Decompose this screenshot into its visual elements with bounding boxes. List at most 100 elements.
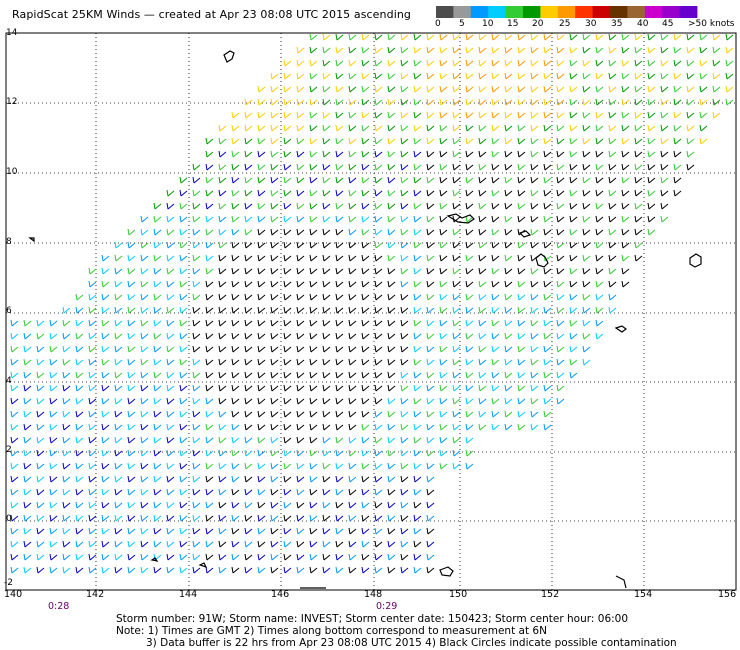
wind-barb — [413, 423, 422, 431]
wind-barb — [504, 397, 513, 405]
wind-barb — [400, 514, 409, 522]
wind-barb — [205, 241, 214, 249]
wind-barb — [348, 345, 357, 353]
wind-barb — [621, 254, 630, 262]
wind-barb — [413, 98, 422, 106]
wind-barb — [400, 46, 409, 54]
wind-barb — [400, 449, 409, 457]
wind-barb — [296, 475, 305, 483]
wind-barb — [322, 85, 331, 93]
wind-barb — [140, 514, 149, 522]
wind-barb — [374, 553, 383, 561]
wind-barb — [283, 449, 292, 457]
wind-barb — [244, 527, 253, 535]
wind-barb — [296, 98, 305, 106]
wind-barb — [634, 189, 643, 197]
wind-barb — [673, 163, 682, 171]
wind-barb — [257, 436, 266, 444]
wind-barb — [543, 397, 552, 405]
wind-barb — [413, 85, 422, 93]
wind-barb — [361, 111, 370, 119]
wind-barb — [608, 124, 617, 132]
wind-barb — [465, 59, 474, 67]
wind-barb — [218, 410, 227, 418]
wind-barb — [322, 98, 331, 106]
wind-barb — [569, 202, 578, 210]
wind-barb — [49, 540, 58, 548]
lat-label: 2 — [6, 445, 12, 455]
wind-barb — [309, 449, 318, 457]
wind-barb — [231, 345, 240, 353]
wind-barb — [231, 202, 240, 210]
wind-barb — [231, 540, 240, 548]
wind-barb — [361, 527, 370, 535]
wind-barb — [647, 59, 656, 67]
lon-label: 152 — [541, 589, 560, 600]
wind-barb — [348, 293, 357, 301]
wind-barb — [75, 540, 84, 548]
wind-barb — [348, 501, 357, 509]
wind-barb — [140, 566, 149, 574]
wind-barb — [257, 176, 266, 184]
wind-barb — [257, 566, 266, 574]
wind-barb — [166, 488, 175, 496]
lon-label: 148 — [364, 589, 383, 600]
wind-barb — [322, 293, 331, 301]
wind-barb — [36, 462, 45, 470]
wind-barb — [608, 306, 617, 314]
wind-barb — [36, 475, 45, 483]
wind-barb — [335, 306, 344, 314]
wind-barb — [140, 527, 149, 535]
wind-barb — [127, 423, 136, 431]
wind-barb — [244, 189, 253, 197]
wind-barb — [439, 293, 448, 301]
wind-barb — [374, 475, 383, 483]
wind-barb — [335, 319, 344, 327]
wind-barb — [413, 566, 422, 574]
wind-barb — [348, 397, 357, 405]
wind-barb — [166, 501, 175, 509]
wind-barb — [543, 163, 552, 171]
wind-barb — [348, 423, 357, 431]
wind-barb — [647, 215, 656, 223]
wind-barb — [296, 59, 305, 67]
wind-barb — [530, 397, 539, 405]
wind-barb — [608, 241, 617, 249]
wind-barb — [569, 176, 578, 184]
wind-barb — [400, 163, 409, 171]
wind-barb — [621, 189, 630, 197]
wind-barb — [23, 449, 32, 457]
wind-barb — [348, 267, 357, 275]
wind-barb — [179, 202, 188, 210]
lon-label: 146 — [271, 589, 290, 600]
wind-barb — [361, 488, 370, 496]
wind-barb — [140, 371, 149, 379]
wind-barb — [413, 267, 422, 275]
wind-barb — [348, 384, 357, 392]
wind-barb — [23, 410, 32, 418]
wind-barb — [283, 358, 292, 366]
wind-barb — [413, 358, 422, 366]
wind-barb — [231, 514, 240, 522]
wind-barb — [218, 449, 227, 457]
wind-barb — [218, 371, 227, 379]
wind-barb — [426, 189, 435, 197]
wind-barb — [75, 397, 84, 405]
wind-barb — [166, 553, 175, 561]
wind-barb — [517, 241, 526, 249]
wind-barb — [244, 215, 253, 223]
wind-barb — [478, 410, 487, 418]
wind-barb — [426, 267, 435, 275]
wind-barb — [387, 384, 396, 392]
wind-barb — [62, 475, 71, 483]
wind-barb — [166, 527, 175, 535]
wind-barb — [556, 137, 565, 145]
wind-barb — [283, 189, 292, 197]
wind-barb — [608, 72, 617, 80]
wind-barb — [205, 306, 214, 314]
wind-barb — [660, 98, 669, 106]
wind-barb — [127, 540, 136, 548]
wind-barb — [205, 501, 214, 509]
wind-barb — [426, 306, 435, 314]
wind-barb — [36, 384, 45, 392]
